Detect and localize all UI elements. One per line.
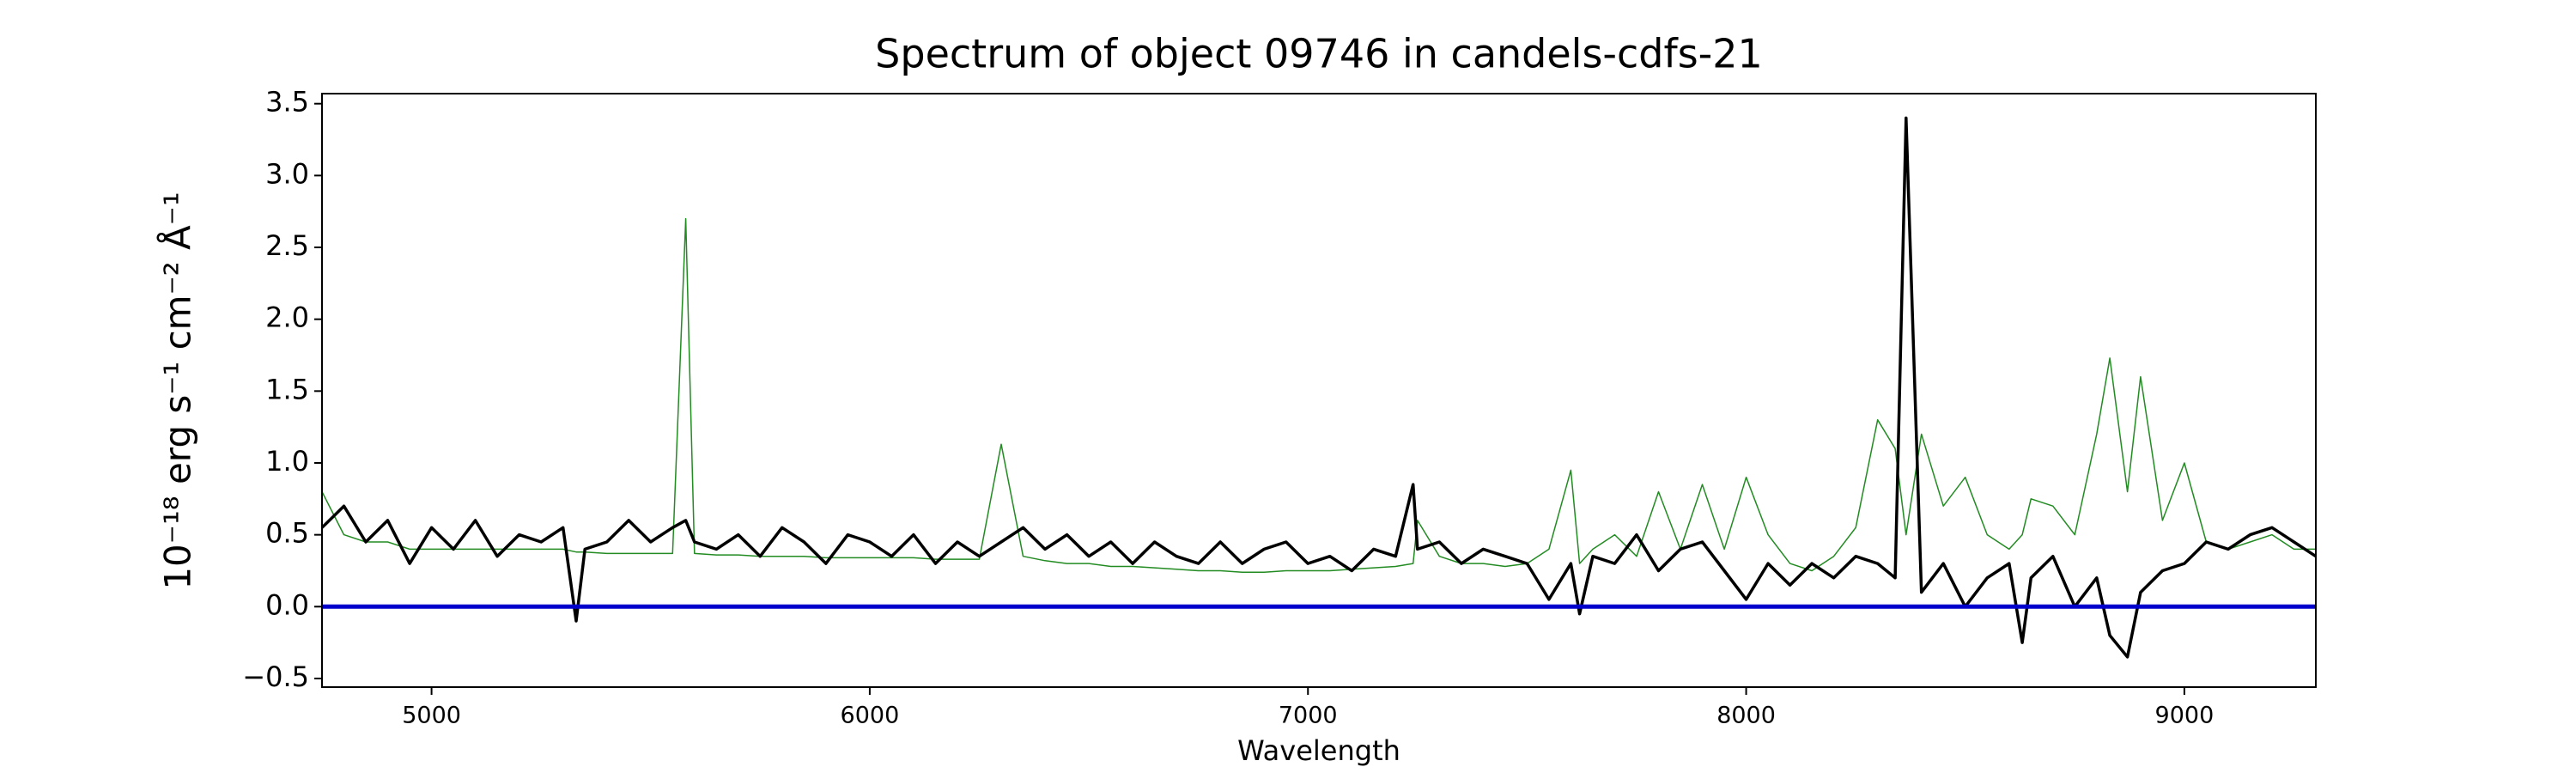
plot-frame	[321, 93, 2317, 688]
y-tick-label: 2.0	[265, 301, 309, 334]
y-tick-label: 3.0	[265, 157, 309, 190]
x-axis-label: Wavelength	[1237, 734, 1400, 767]
x-tick-label: 5000	[402, 703, 461, 729]
chart-title: Spectrum of object 09746 in candels-cdfs…	[875, 31, 1763, 77]
x-tick-label: 9000	[2155, 703, 2215, 729]
x-tick-label: 6000	[841, 703, 900, 729]
y-tick-label: 1.0	[265, 445, 309, 478]
y-axis-label: 10⁻¹⁸ erg s⁻¹ cm⁻² Å⁻¹	[156, 192, 199, 589]
y-tick-label: 2.5	[265, 229, 309, 262]
y-tick-label: 3.5	[265, 86, 309, 119]
x-tick-label: 7000	[1279, 703, 1338, 729]
x-tick-label: 8000	[1716, 703, 1776, 729]
spectrum-line	[322, 116, 2316, 659]
y-tick-label: 0.0	[265, 588, 309, 621]
y-tick-label: −0.5	[242, 660, 309, 693]
y-tick-label: 1.5	[265, 373, 309, 405]
y-tick-label: 0.5	[265, 517, 309, 550]
